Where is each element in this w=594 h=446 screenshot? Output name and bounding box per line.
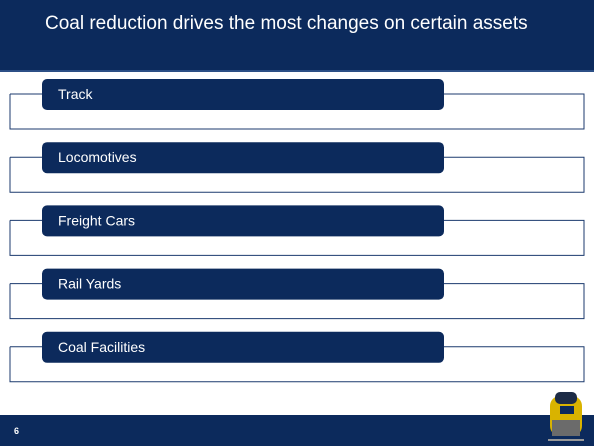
item-label: Track bbox=[58, 86, 93, 102]
item-label: Locomotives bbox=[58, 149, 137, 165]
slide-title: Coal reduction drives the most changes o… bbox=[45, 12, 565, 36]
header-rule bbox=[0, 70, 594, 72]
item-label: Rail Yards bbox=[58, 276, 121, 292]
item-bar bbox=[42, 79, 444, 110]
item-label: Freight Cars bbox=[58, 212, 135, 228]
slide: 6 Track Locomotives Freight Cars Rail Yards… bbox=[0, 0, 594, 446]
item-label: Coal Facilities bbox=[58, 339, 145, 355]
footer-band bbox=[0, 415, 594, 446]
header-band bbox=[0, 0, 594, 72]
slide-canvas: 6 Track Locomotives Freight Cars Rail Yards… bbox=[0, 0, 594, 446]
locomotive-icon bbox=[548, 392, 584, 440]
page-number: 6 bbox=[14, 426, 19, 436]
page: 6 Track Locomotives Freight Cars Rail Yards… bbox=[0, 0, 594, 446]
